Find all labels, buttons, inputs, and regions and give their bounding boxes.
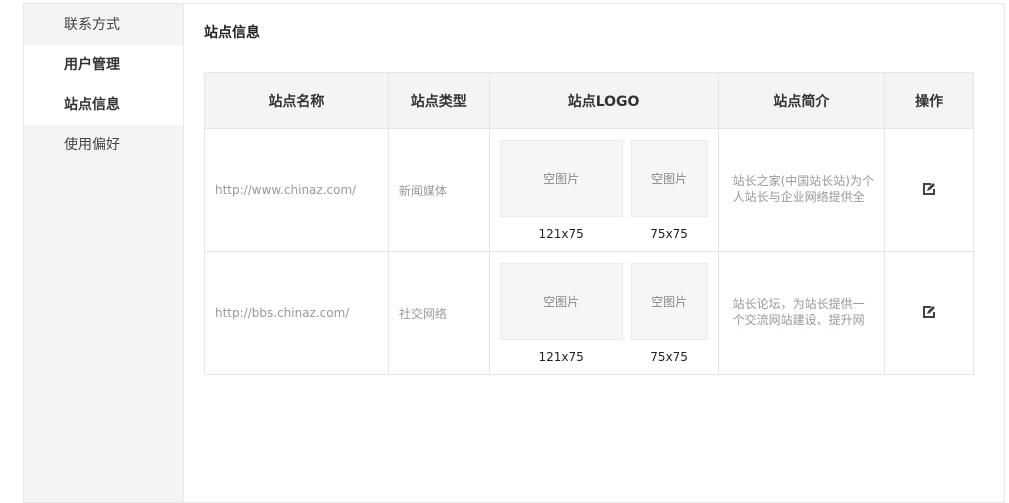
site-type: 社交网络 <box>387 251 490 375</box>
site-desc-cell: 站长论坛，为站长提供一个交流网站建设、提升网站流量、打造网站模式 <box>717 251 886 375</box>
main-frame: 联系方式 用户管理 站点信息 使用偏好 站点信息 站点名称 站点类型 站点LOG… <box>23 3 1005 503</box>
site-desc-cell: 站长之家(中国站长站)为个人站长与企业网络提供全面的站长资讯、最新最 <box>717 128 886 252</box>
sidebar-item-preferences[interactable]: 使用偏好 <box>64 137 120 153</box>
site-desc: 站长论坛，为站长提供一个交流网站建设、提升网站流量、打造网站模式 <box>732 297 865 330</box>
sidebar-item-user-management[interactable]: 用户管理 <box>24 45 183 85</box>
logo-small-placeholder[interactable]: 空图片 <box>630 262 708 340</box>
logo-large-size: 121x75 <box>538 226 584 241</box>
header-site-name: 站点名称 <box>204 72 389 129</box>
table-header-row: 站点名称 站点类型 站点LOGO 站点简介 操作 <box>204 72 974 129</box>
site-desc: 站长之家(中国站长站)为个人站长与企业网络提供全面的站长资讯、最新最 <box>732 174 874 207</box>
header-site-type: 站点类型 <box>387 72 490 129</box>
site-logo: 空图片 121x75 空图片 75x75 <box>488 251 719 375</box>
header-actions: 操作 <box>884 72 974 129</box>
logo-large-size: 121x75 <box>538 349 584 364</box>
sidebar: 联系方式 用户管理 站点信息 使用偏好 <box>24 4 184 502</box>
logo-small-size: 75x75 <box>650 226 688 241</box>
page-title: 站点信息 <box>204 25 260 41</box>
table-row: http://www.chinaz.com/ 新闻媒体 空图片 121x75 空图… <box>204 128 974 252</box>
header-site-logo: 站点LOGO <box>488 72 719 129</box>
sidebar-item-site-info[interactable]: 站点信息 <box>24 85 183 125</box>
edit-icon[interactable] <box>921 181 937 197</box>
action-cell <box>884 251 974 375</box>
site-type: 新闻媒体 <box>387 128 490 252</box>
site-name: http://www.chinaz.com/ <box>204 128 389 252</box>
edit-icon[interactable] <box>921 304 937 320</box>
sidebar-item-contact[interactable]: 联系方式 <box>64 17 120 33</box>
site-logo: 空图片 121x75 空图片 75x75 <box>488 128 719 252</box>
logo-large-placeholder[interactable]: 空图片 <box>499 262 623 340</box>
site-name: http://bbs.chinaz.com/ <box>204 251 389 375</box>
logo-small-placeholder[interactable]: 空图片 <box>630 139 708 217</box>
action-cell <box>884 128 974 252</box>
logo-small-size: 75x75 <box>650 349 688 364</box>
table-row: http://bbs.chinaz.com/ 社交网络 空图片 121x75 空图… <box>204 251 974 375</box>
logo-large-placeholder[interactable]: 空图片 <box>499 139 623 217</box>
header-site-desc: 站点简介 <box>717 72 886 129</box>
site-table: 站点名称 站点类型 站点LOGO 站点简介 操作 http://www.chin… <box>204 72 974 375</box>
